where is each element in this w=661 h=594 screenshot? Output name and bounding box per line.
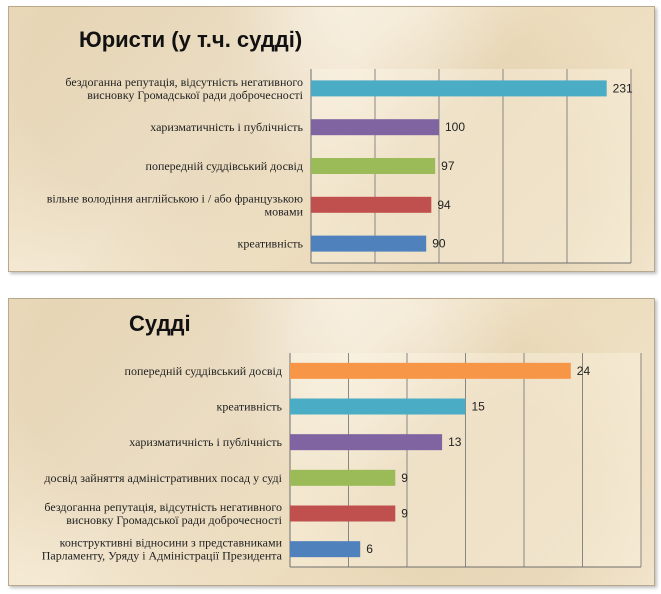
chart-title: Судді [129, 311, 191, 336]
chart-panel-lawyers: Юристи (у т.ч. судді) 231 бездоганна репу… [8, 6, 655, 272]
bar [311, 235, 427, 252]
category-label: бездоганна репутація, відсутність негати… [65, 75, 303, 102]
data-label: 97 [441, 159, 455, 173]
bar [311, 158, 436, 174]
data-label: 231 [613, 81, 633, 95]
bar-chart-judges: 24 попередній суддівський досвід 15 креатив… [42, 353, 642, 568]
bar [290, 434, 443, 451]
category-label: харизматичність і публічність [150, 120, 303, 134]
data-label: 100 [445, 120, 465, 134]
bar [311, 119, 439, 136]
bar [311, 196, 432, 213]
category-label: попередній суддівський досвід [146, 159, 303, 173]
category-label: досвід зайняття адміністративних посад у… [44, 471, 282, 485]
bar [290, 505, 396, 522]
category-label: бездоганна репутація, відсутність негати… [44, 500, 282, 527]
category-label: креативність [217, 400, 283, 414]
data-label: 90 [432, 237, 446, 251]
category-label: конструктивні відносини з представниками… [42, 536, 283, 563]
data-label: 9 [401, 471, 408, 485]
bar-chart-lawyers: 231 бездоганна репутація, відсутність нег… [47, 69, 633, 264]
chart-panel-judges: Судді 24 попередній суддівський досвід 15 к… [8, 298, 655, 586]
data-label: 9 [401, 507, 408, 521]
category-label: харизматичність і публічність [129, 435, 282, 449]
data-label: 13 [448, 435, 462, 449]
bar [290, 541, 361, 558]
bar [290, 469, 396, 486]
bar [290, 362, 571, 379]
chart-title: Юристи (у т.ч. судді) [79, 27, 303, 52]
category-label: вільне володіння англійською і / або фра… [47, 191, 304, 218]
data-label: 94 [437, 198, 451, 212]
data-label: 6 [366, 542, 373, 556]
bar [311, 80, 607, 97]
data-label: 15 [472, 400, 486, 414]
data-label: 24 [577, 364, 591, 378]
bar [290, 398, 466, 415]
category-label: креативність [238, 237, 304, 251]
category-label: попередній суддівський досвід [125, 364, 282, 378]
